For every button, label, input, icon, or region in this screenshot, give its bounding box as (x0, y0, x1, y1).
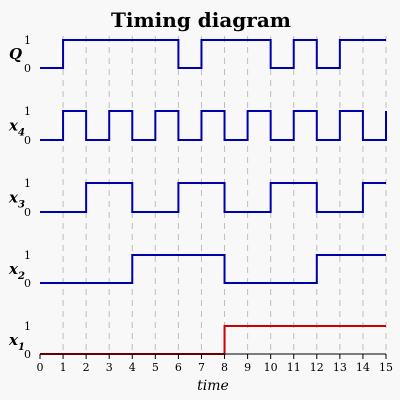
signal-trace (40, 254, 386, 284)
x-tick-label: 11 (287, 361, 301, 374)
level-label-low: 0 (24, 134, 31, 147)
level-label-low: 0 (24, 348, 31, 361)
level-label-low: 0 (24, 206, 31, 219)
signal-label: x4 (8, 117, 25, 139)
x-tick-label: 3 (106, 361, 113, 374)
level-label-high: 1 (24, 320, 31, 333)
x-tick-label: 13 (333, 361, 347, 374)
level-labels: 1 0 1 0 1 0 1 0 1 0 (24, 34, 31, 361)
x-tick-label: 2 (83, 361, 90, 374)
signal-trace (40, 325, 386, 355)
signal-label: x3 (8, 189, 25, 211)
signal-labels: Qx4 x3 x2 x1 (8, 45, 25, 353)
signal-trace (40, 182, 386, 213)
x-tick-label: 8 (221, 361, 228, 374)
signal-label: Q (9, 45, 22, 63)
level-label-high: 1 (24, 105, 31, 118)
signal-traces (40, 39, 387, 355)
level-label-high: 1 (24, 177, 31, 190)
x-tick-label: 12 (310, 361, 324, 374)
x-tick-label: 9 (244, 361, 251, 374)
x-tick-label: 14 (356, 361, 370, 374)
level-label-high: 1 (24, 34, 31, 47)
chart-title: Timing diagram (111, 8, 291, 32)
x-tick-label: 7 (198, 361, 205, 374)
x-tick-label: 6 (175, 361, 182, 374)
x-tick-label: 15 (379, 361, 393, 374)
x-tick-label: 10 (264, 361, 278, 374)
x-tick-label: 0 (37, 361, 44, 374)
level-label-low: 0 (24, 62, 31, 75)
signal-trace (40, 110, 387, 141)
x-axis-label: time (197, 378, 229, 394)
x-tick-label: 1 (60, 361, 67, 374)
level-label-high: 1 (24, 249, 31, 262)
signal-label: x2 (8, 260, 25, 282)
time-axis-ticks: 0 1 2 3 4 5 6 7 8 9 10 11 12 13 14 15 (37, 354, 393, 374)
x-tick-label: 5 (152, 361, 159, 374)
level-label-low: 0 (24, 277, 31, 290)
signal-label: x1 (8, 331, 25, 353)
x-tick-label: 4 (129, 361, 136, 374)
signal-trace (40, 39, 386, 69)
